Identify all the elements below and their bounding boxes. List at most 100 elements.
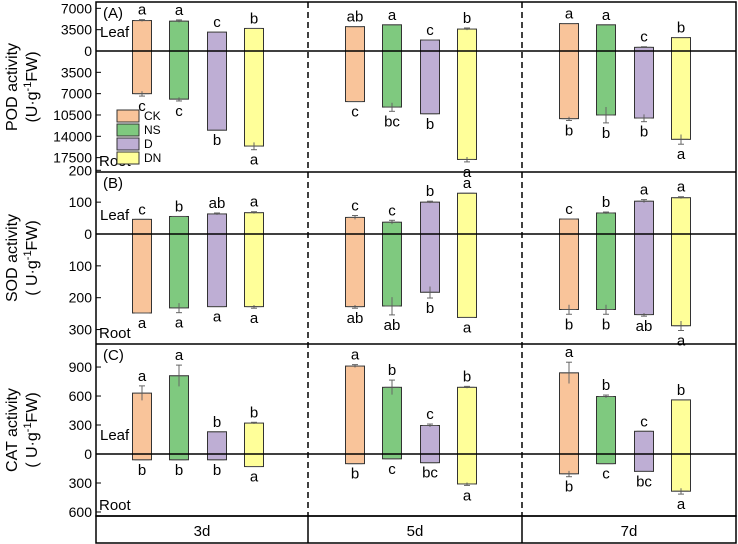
sig-letter-root: b (426, 116, 434, 133)
bar-root-3d-DN (244, 50, 264, 147)
sig-letter-root: b (175, 462, 183, 479)
sig-letter-root: c (388, 461, 396, 478)
sig-letter-leaf: c (351, 198, 359, 215)
sig-letter-leaf: c (213, 14, 221, 31)
sig-letter-root: b (602, 316, 610, 333)
bar-root-5d-NS (382, 50, 402, 108)
y-tick-label: 600 (69, 388, 93, 404)
sig-letter-root: a (175, 315, 184, 332)
sig-letter-leaf: c (388, 202, 396, 219)
y-tick-label: 600 (69, 504, 93, 520)
legend-swatch-DN (116, 151, 140, 165)
sig-letter-root: a (463, 487, 472, 504)
sig-letter-root: a (250, 152, 259, 169)
sig-letter-leaf: c (138, 201, 146, 218)
sig-letter-root: b (426, 300, 434, 317)
sig-letter-leaf: a (463, 175, 472, 192)
bar-leaf-3d-CK (132, 392, 152, 455)
bar-leaf-3d-D (207, 213, 227, 235)
sig-letter-leaf: a (250, 194, 259, 211)
x-category-label: 3d (194, 523, 211, 540)
bar-root-7d-CK (559, 453, 579, 475)
y-tick-label: 300 (69, 417, 93, 433)
bar-leaf-5d-D (420, 39, 440, 52)
panel-tag: (C) (103, 347, 124, 364)
x-category-label: 7d (621, 523, 638, 540)
sig-letter-leaf: a (565, 6, 574, 23)
sig-letter-root: c (175, 103, 183, 120)
bar-leaf-7d-D (634, 200, 654, 235)
y-tick-label: 200 (69, 290, 93, 306)
y-axis-title: CAT activity (4, 388, 21, 472)
bar-leaf-3d-CK (132, 20, 152, 52)
bar-root-7d-DN (671, 453, 691, 492)
bar-leaf-5d-NS (382, 24, 402, 52)
y-tick-label: 200 (69, 162, 93, 178)
sig-letter-leaf: a (565, 344, 574, 361)
text-layer: 70003500035007000105001400017500acaccbba… (4, 0, 686, 540)
sig-letter-leaf: c (426, 406, 434, 423)
bar-leaf-5d-CK (345, 26, 365, 52)
sig-letter-root: b (565, 316, 573, 333)
sig-letter-root: ab (347, 310, 364, 327)
panel-tag: (A) (103, 5, 123, 22)
legend-label: CK (144, 109, 161, 123)
sig-letter-root: b (565, 122, 573, 139)
sig-letter-root: a (677, 333, 686, 350)
legend-swatch-CK (116, 109, 140, 123)
y-tick-label: 300 (69, 475, 93, 491)
bar-root-7d-CK (559, 233, 579, 310)
bar-root-7d-D (634, 233, 654, 316)
sig-letter-root: b (640, 124, 648, 141)
leaf-label: Leaf (100, 24, 130, 41)
bar-leaf-5d-CK (345, 365, 365, 455)
bar-leaf-3d-DN (244, 212, 264, 235)
bar-root-7d-NS (596, 233, 616, 310)
sig-letter-leaf: b (677, 382, 685, 399)
sig-letter-root: b (351, 466, 359, 483)
y-tick-label: 10500 (53, 107, 92, 123)
bar-root-3d-DN (244, 233, 264, 308)
sig-letter-root: c (351, 104, 359, 121)
bar-leaf-5d-NS (382, 386, 402, 455)
bar-root-3d-D (207, 50, 227, 131)
sig-letter-root: c (138, 98, 146, 115)
bar-root-5d-D (420, 453, 440, 464)
sig-letter-leaf: b (388, 362, 396, 379)
bar-leaf-3d-DN (244, 422, 264, 455)
y-tick-label: 900 (69, 359, 93, 375)
bar-leaf-3d-NS (169, 20, 189, 52)
bar-root-3d-D (207, 233, 227, 308)
bar-root-5d-D (420, 50, 440, 115)
sig-letter-root: a (677, 496, 686, 513)
bar-root-5d-NS (382, 233, 402, 307)
sig-letter-leaf: b (250, 10, 258, 27)
bar-root-7d-NS (596, 453, 616, 465)
sig-letter-leaf: ab (347, 9, 364, 26)
bar-root-5d-DN (457, 453, 477, 485)
bar-root-5d-CK (345, 453, 365, 465)
bar-root-3d-D (207, 453, 227, 461)
y-tick-label: 0 (84, 43, 92, 59)
y-tick-label: 7000 (61, 86, 92, 102)
bar-leaf-5d-DN (457, 28, 477, 52)
leaf-label: Leaf (100, 427, 130, 444)
sig-letter-leaf: a (351, 347, 360, 364)
bar-leaf-7d-CK (559, 23, 579, 52)
panel-tag: (B) (103, 175, 123, 192)
legend-swatch-D (116, 137, 140, 151)
sig-letter-root: bc (636, 473, 652, 490)
bar-root-5d-DN (457, 50, 477, 160)
sig-letter-leaf: b (602, 194, 610, 211)
sig-letter-leaf: a (602, 7, 611, 24)
y-tick-label: 17500 (53, 150, 92, 166)
sig-letter-root: b (213, 132, 221, 149)
bar-leaf-7d-D (634, 430, 654, 455)
y-axis-title: SOD activity (4, 214, 21, 302)
bar-root-3d-NS (169, 50, 189, 100)
bar-leaf-3d-DN (244, 27, 264, 52)
legend-label: DN (144, 151, 161, 165)
sig-letter-root: a (250, 469, 259, 486)
y-tick-label: 14000 (53, 128, 92, 144)
